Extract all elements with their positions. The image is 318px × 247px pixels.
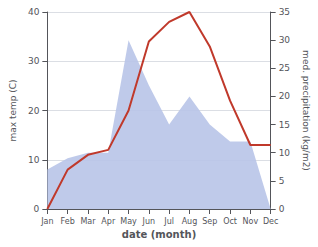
svg-text:Sep: Sep bbox=[202, 217, 217, 226]
svg-text:0: 0 bbox=[34, 204, 40, 214]
svg-text:10: 10 bbox=[28, 155, 40, 165]
svg-text:May: May bbox=[120, 217, 137, 226]
svg-text:Feb: Feb bbox=[61, 217, 75, 226]
svg-text:med. precipitation (kg/m2): med. precipitation (kg/m2) bbox=[301, 50, 311, 171]
svg-text:max temp (C): max temp (C) bbox=[8, 79, 18, 141]
svg-text:40: 40 bbox=[28, 7, 40, 17]
svg-text:date (month): date (month) bbox=[122, 229, 196, 240]
svg-text:30: 30 bbox=[279, 35, 291, 45]
svg-text:Dec: Dec bbox=[263, 217, 278, 226]
svg-text:20: 20 bbox=[279, 91, 291, 101]
svg-text:Apr: Apr bbox=[101, 217, 116, 226]
svg-text:15: 15 bbox=[279, 120, 290, 130]
svg-text:Oct: Oct bbox=[223, 217, 237, 226]
svg-text:Jul: Jul bbox=[163, 217, 174, 226]
svg-text:5: 5 bbox=[279, 176, 285, 186]
svg-text:20: 20 bbox=[28, 106, 40, 116]
svg-text:Jun: Jun bbox=[142, 217, 156, 226]
svg-text:10: 10 bbox=[279, 148, 291, 158]
svg-text:25: 25 bbox=[279, 63, 290, 73]
svg-text:Aug: Aug bbox=[182, 217, 198, 226]
svg-text:30: 30 bbox=[28, 56, 40, 66]
svg-text:35: 35 bbox=[279, 7, 290, 17]
svg-text:Mar: Mar bbox=[80, 217, 96, 226]
svg-text:0: 0 bbox=[279, 204, 285, 214]
svg-text:Jan: Jan bbox=[40, 217, 53, 226]
svg-text:Nov: Nov bbox=[243, 217, 259, 226]
